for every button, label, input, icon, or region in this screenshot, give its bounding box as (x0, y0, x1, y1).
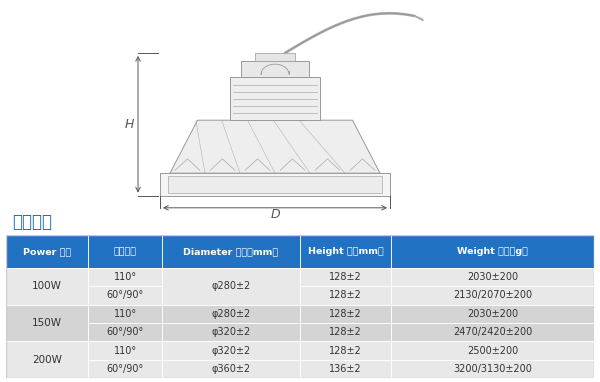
Bar (300, 360, 391, 378)
Bar (391, 323, 594, 342)
Text: φ320±2: φ320±2 (211, 346, 251, 356)
Bar (168, 176, 382, 193)
Text: φ320±2: φ320±2 (211, 327, 251, 337)
Bar (88, 268, 162, 286)
Bar (391, 342, 594, 360)
Text: 2030±200: 2030±200 (467, 272, 518, 282)
Text: 128±2: 128±2 (329, 346, 362, 356)
Text: 2030±200: 2030±200 (467, 309, 518, 319)
Bar (162, 235, 300, 268)
Bar (162, 360, 300, 378)
Text: 200W: 200W (32, 355, 62, 365)
Bar (241, 61, 309, 78)
Bar (255, 53, 295, 61)
Bar (391, 235, 594, 268)
Bar (88, 342, 162, 360)
Text: 136±2: 136±2 (329, 364, 362, 374)
Text: φ280±2: φ280±2 (211, 309, 251, 319)
Text: φ280±2: φ280±2 (211, 281, 251, 291)
Text: Diameter 直径（mm）: Diameter 直径（mm） (184, 247, 278, 256)
Bar (391, 304, 594, 323)
Text: Height 高（mm）: Height 高（mm） (308, 247, 383, 256)
Text: φ360±2: φ360±2 (211, 364, 250, 374)
Text: D: D (270, 209, 280, 222)
Text: H: H (124, 118, 134, 131)
Text: 2130/2070±200: 2130/2070±200 (453, 290, 532, 301)
Text: 128±2: 128±2 (329, 309, 362, 319)
Text: Weight 重量（g）: Weight 重量（g） (457, 247, 528, 256)
Text: 128±2: 128±2 (329, 327, 362, 337)
Bar (300, 235, 391, 268)
Text: 128±2: 128±2 (329, 272, 362, 282)
Text: 110°: 110° (113, 346, 137, 356)
Text: 60°/90°: 60°/90° (106, 290, 143, 301)
Polygon shape (170, 120, 380, 173)
Bar (6, 268, 88, 304)
Text: 100W: 100W (32, 281, 62, 291)
Text: 150W: 150W (32, 318, 62, 328)
Bar (160, 173, 390, 196)
Bar (162, 304, 300, 323)
Bar (391, 286, 594, 304)
Bar (6, 304, 88, 342)
Bar (300, 286, 391, 304)
Bar (230, 78, 320, 120)
Bar (88, 304, 162, 323)
Text: 3200/3130±200: 3200/3130±200 (453, 364, 532, 374)
Bar (88, 235, 162, 268)
Bar (300, 268, 391, 286)
Text: 128±2: 128±2 (329, 290, 362, 301)
Text: 60°/90°: 60°/90° (106, 364, 143, 374)
Bar (162, 342, 300, 360)
Text: 2470/2420±200: 2470/2420±200 (453, 327, 532, 337)
Bar (391, 360, 594, 378)
Bar (88, 286, 162, 304)
Bar (6, 342, 88, 378)
Bar (162, 268, 300, 304)
Text: 发光角度: 发光角度 (113, 247, 137, 256)
Bar (391, 268, 594, 286)
Text: 110°: 110° (113, 309, 137, 319)
Bar (162, 323, 300, 342)
Bar (300, 304, 391, 323)
Text: 2500±200: 2500±200 (467, 346, 518, 356)
Bar (300, 323, 391, 342)
Text: Power 功率: Power 功率 (23, 247, 71, 256)
Text: 60°/90°: 60°/90° (106, 327, 143, 337)
Text: 110°: 110° (113, 272, 137, 282)
Text: 产品尺寸: 产品尺寸 (12, 212, 52, 231)
Bar (6, 235, 88, 268)
Bar (88, 360, 162, 378)
Bar (300, 342, 391, 360)
Bar (88, 323, 162, 342)
